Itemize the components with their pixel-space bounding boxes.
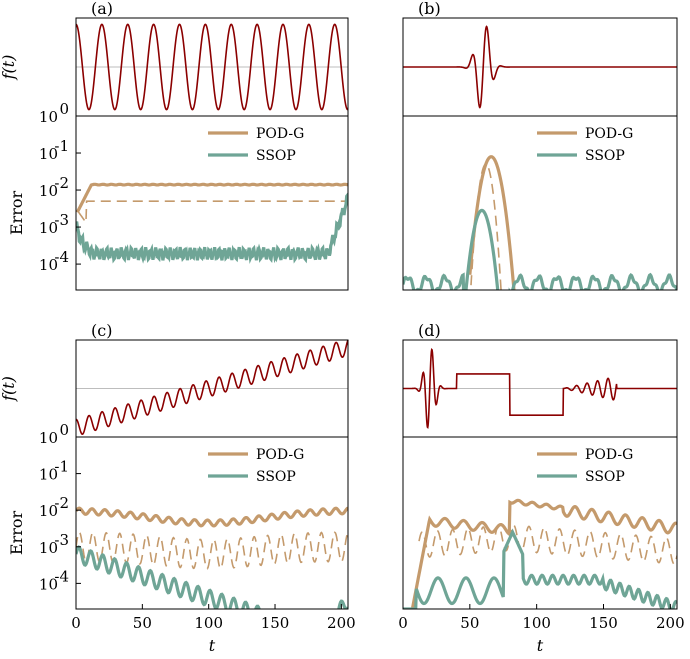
legend-podg-label: POD-G	[585, 447, 633, 463]
signal-line	[75, 339, 349, 436]
signal-line	[403, 348, 677, 429]
y-tick-exponent: -3	[54, 531, 69, 549]
y-tick-exponent: -4	[54, 567, 69, 585]
y-tick-exponent: -3	[54, 211, 69, 229]
signal-line	[75, 23, 349, 111]
panel-a: 0 -1 -2 -3 -4	[54, 17, 349, 291]
error-axes-frame	[402, 115, 678, 291]
ssop-line	[403, 208, 677, 290]
x-tick-label: 100	[194, 614, 223, 632]
panel-label-a: (a)	[91, 0, 113, 18]
x-tick-label: 0	[398, 614, 408, 632]
y-tick-label: 10	[39, 145, 58, 163]
y-tick-exponent: 0	[59, 421, 69, 439]
x-tick-label: 0	[71, 614, 81, 632]
ssop-line	[403, 528, 677, 609]
podg-dashed-line	[78, 200, 348, 225]
panel-b	[402, 17, 678, 291]
y-tick-exponent: -1	[54, 458, 69, 476]
y-tick-label: 10	[39, 575, 58, 593]
y-tick-label: 10	[39, 256, 58, 274]
y-tick-exponent: -4	[54, 248, 69, 266]
xlabel-t: t	[537, 636, 544, 655]
legend-podg-label: POD-G	[256, 126, 304, 142]
panel-label-d: (d)	[418, 321, 441, 340]
podg-solid-line	[410, 498, 677, 609]
x-tick-label: 100	[522, 614, 551, 632]
podg-solid-line	[76, 182, 348, 213]
error-axes-frame	[75, 436, 349, 610]
legend-ssop-label: SSOP	[256, 148, 296, 164]
legend-ssop-label: SSOP	[256, 469, 296, 485]
y-tick-exponent: -2	[54, 494, 69, 512]
panel-d	[402, 339, 678, 610]
panel-label-c: (c)	[91, 321, 112, 340]
y-tick-label: 10	[39, 429, 58, 447]
y-tick-label: 10	[39, 539, 58, 557]
y-tick-exponent: 0	[59, 100, 69, 118]
x-tick-label: 200	[327, 614, 356, 632]
ssop-line	[76, 191, 348, 265]
ylabel-error: Error	[7, 511, 26, 556]
podg-solid-line	[76, 506, 348, 528]
legend-ssop-label: SSOP	[585, 469, 625, 485]
x-tick-label: 50	[460, 614, 479, 632]
y-tick-label: 10	[39, 219, 58, 237]
podg-dashed-line	[418, 524, 677, 565]
y-tick-label: 10	[39, 182, 58, 200]
error-axes-frame	[75, 115, 349, 291]
x-tick-label: 200	[656, 614, 685, 632]
panel-c: 0 -1 -2 -3 -4	[54, 339, 349, 610]
signal-line	[403, 25, 677, 109]
legend-podg-label: POD-G	[256, 447, 304, 463]
ylabel-signal: f(t)	[0, 55, 18, 81]
y-tick-label: 10	[39, 108, 58, 126]
podg-solid-line	[468, 155, 516, 290]
y-tick-label: 10	[39, 466, 58, 484]
podg-dashed-line	[76, 531, 348, 570]
xlabel-t: t	[209, 636, 216, 655]
x-tick-label: 150	[589, 614, 618, 632]
panel-label-b: (b)	[418, 0, 441, 18]
y-tick-exponent: -1	[54, 137, 69, 155]
legend-podg-label: POD-G	[585, 126, 633, 142]
y-tick-label: 10	[39, 502, 58, 520]
x-tick-label: 50	[133, 614, 152, 632]
ylabel-signal: f(t)	[0, 376, 18, 402]
x-tick-label: 150	[261, 614, 290, 632]
ylabel-error: Error	[7, 191, 26, 236]
legend-ssop-label: SSOP	[585, 148, 625, 164]
y-tick-exponent: -2	[54, 174, 69, 192]
ssop-line	[76, 545, 348, 609]
error-axes-frame	[402, 436, 678, 610]
